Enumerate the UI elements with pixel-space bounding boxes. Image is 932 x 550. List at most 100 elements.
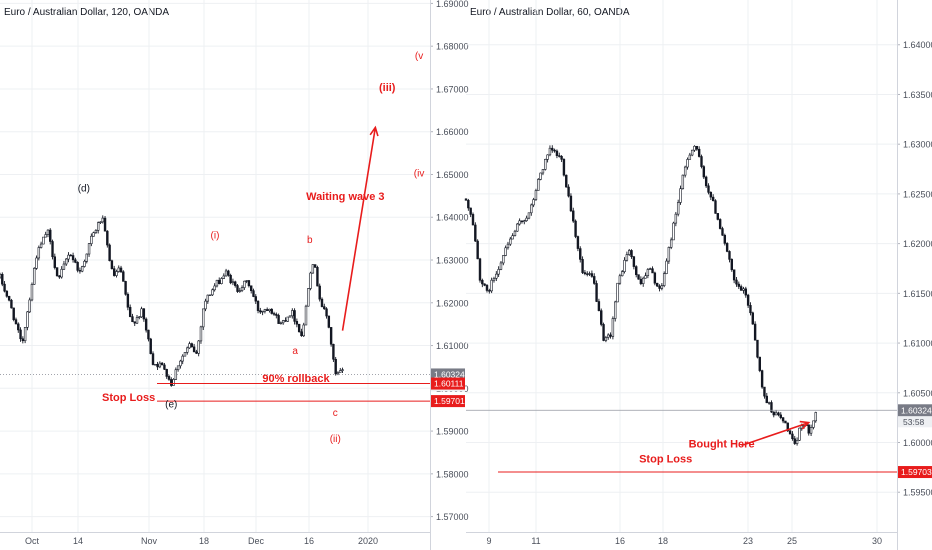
candle-body [809,427,813,434]
candle-body [791,433,794,440]
x-tick-label: 14 [73,536,83,546]
candle-body [651,268,654,274]
candle-body [576,236,580,249]
candle-body [611,318,615,337]
arrow-line [341,127,377,331]
candle-body [658,285,661,289]
candle-body [224,270,228,277]
candle-body [690,149,694,156]
candle-body [551,147,554,151]
candle-body [227,270,230,276]
candle-body [667,247,671,262]
candle-body [490,279,493,292]
candle-body [721,228,724,236]
candle-body [686,159,689,168]
candle-body [286,316,289,322]
candle-body [546,154,549,160]
candle-body [714,200,717,214]
candle-body [744,288,747,296]
x-tick-label: 2020 [358,536,378,546]
candle-body [327,315,331,328]
y-tick-label: 1.66000 [436,127,469,137]
candle-body [527,212,531,219]
candle-body [607,334,610,338]
price-tag-label: 1.60111 [434,379,464,389]
candle-body [511,235,514,240]
candle-body [739,286,743,291]
candle-body [770,402,773,413]
candle-body [172,379,175,386]
wave-annotation: (v [415,51,423,62]
candle-body [765,395,768,404]
candle-body [481,279,484,285]
candle-body [316,267,319,287]
candle-body [284,320,287,322]
candle-body [688,154,692,160]
candle-body [92,232,95,237]
candle-body [138,316,141,318]
candle-body [732,269,736,281]
candle-body [115,271,118,276]
candle-body [142,308,146,320]
candle-body [681,174,685,189]
candle-body [19,329,22,340]
candle-body [83,260,86,267]
candle-body [192,346,196,353]
candle-body [334,358,337,375]
candle-body [478,258,482,281]
candle-body [786,422,789,432]
candle-body [795,440,799,444]
candle-body [646,269,650,276]
candle-body [65,258,68,265]
candle-body [583,272,587,275]
candle-body [37,247,41,259]
candle-body [707,185,710,193]
candle-body [42,236,45,245]
candle-body [202,308,205,328]
candle-body [55,267,59,277]
candle-body [236,285,239,292]
candle-body [509,238,512,245]
candle-body [163,364,166,370]
candle-body [179,360,182,367]
y-tick-label: 1.65000 [436,170,469,180]
wave-annotation: c [333,408,338,419]
candle-body [7,295,11,301]
candle-body [147,329,150,340]
candle-body [10,299,13,309]
x-tick-label: 25 [787,536,797,546]
candle-body [14,319,18,325]
candle-body [128,306,132,317]
y-tick-label: 1.59000 [436,427,469,437]
price-tag-label: 1.60324 [901,405,932,415]
y-tick-label: 1.69000 [436,0,469,9]
candle-body [560,156,563,160]
candle-body [277,315,280,324]
y-tick-label: 1.62000 [903,239,932,249]
candle-body [662,273,666,286]
y-tick-label: 1.63500 [903,90,932,100]
wave-annotation: 90% rollback [262,373,330,385]
candle-body [279,322,283,324]
candle-body [749,305,752,314]
candle-body [788,430,792,435]
candle-body [565,174,568,188]
candle-body [234,281,237,286]
candle-body [588,273,591,275]
candle-body [291,310,294,317]
candle-body [758,356,761,371]
candle-body [71,255,75,261]
candle-body [309,272,312,289]
y-tick-label: 1.67000 [436,84,469,94]
candle-body [763,386,766,397]
y-tick-label: 1.60500 [903,388,932,398]
candle-body [798,427,801,441]
candle-body [261,310,264,313]
candle-body [751,312,754,325]
candle-body [781,417,785,422]
candle-body [336,372,340,375]
candle-body [94,230,98,233]
candle-body [464,198,468,201]
candle-body [110,260,114,269]
